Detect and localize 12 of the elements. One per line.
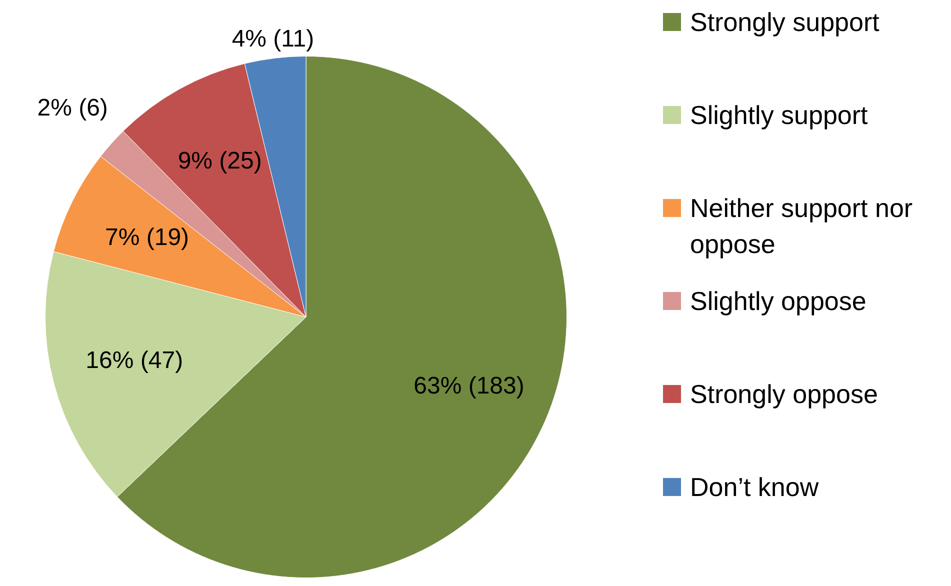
legend-label: Slightly oppose: [690, 285, 866, 318]
data-label: 9% (25): [178, 148, 262, 175]
legend-label: Neither support nor oppose: [690, 192, 914, 261]
legend-label: Slightly support: [690, 99, 868, 132]
data-label: 4% (11): [232, 26, 314, 53]
data-label: 63% (183): [414, 372, 524, 400]
legend-label: Strongly oppose: [690, 378, 878, 411]
legend-label: Strongly support: [690, 6, 880, 39]
data-label: 16% (47): [86, 347, 184, 374]
legend-label: Don’t know: [690, 471, 819, 504]
data-label: 2% (6): [37, 94, 108, 122]
data-label: 7% (19): [105, 224, 190, 252]
